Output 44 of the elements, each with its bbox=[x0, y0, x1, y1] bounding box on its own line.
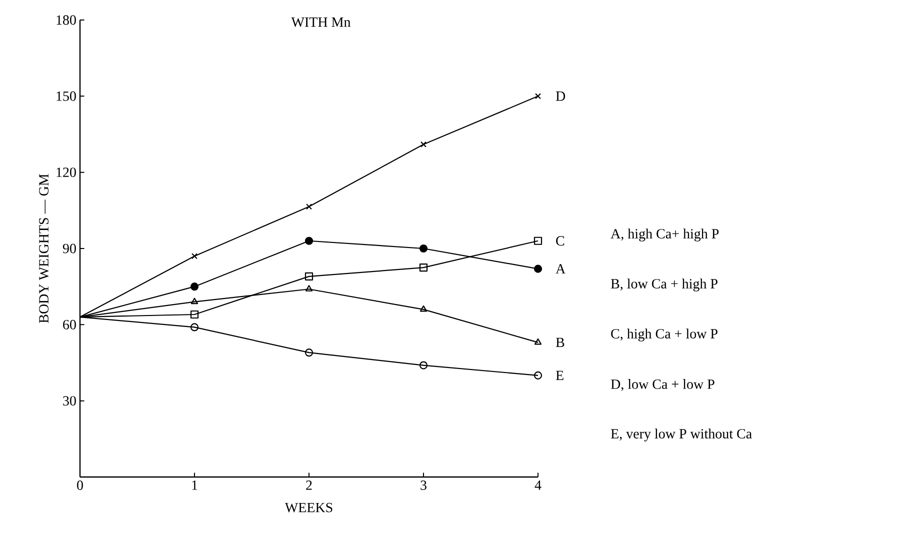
x-tick-label: 1 bbox=[192, 480, 198, 490]
y-tick-label: 60 bbox=[63, 320, 76, 330]
point bbox=[419, 361, 428, 370]
point bbox=[304, 272, 314, 280]
point bbox=[534, 93, 542, 100]
series-label: E bbox=[556, 370, 564, 380]
y-tick-label: 90 bbox=[62, 244, 76, 254]
x-tick-label: 4 bbox=[534, 480, 542, 490]
point bbox=[534, 338, 542, 345]
text: A, high Ca+ high P bbox=[610, 228, 719, 242]
point bbox=[190, 323, 199, 332]
x-tick-label: 0 bbox=[77, 480, 83, 490]
series-label: B bbox=[556, 338, 564, 348]
y-tick-label: 150 bbox=[56, 91, 76, 101]
point bbox=[305, 285, 313, 292]
point bbox=[304, 236, 314, 245]
point bbox=[534, 264, 542, 273]
y-tick-label: 120 bbox=[56, 168, 76, 178]
y-tick-label: 30 bbox=[63, 396, 76, 406]
point bbox=[534, 236, 542, 245]
x-tick-label: 3 bbox=[420, 480, 426, 490]
text: D, low Ca + low P bbox=[610, 379, 714, 391]
point bbox=[534, 371, 542, 380]
x-tick-label: 2 bbox=[306, 480, 312, 490]
text: C, high Ca + low P bbox=[611, 328, 718, 342]
y-axis-title: BODY WEIGHTS — GM bbox=[39, 174, 49, 323]
y-tick-label: 180 bbox=[56, 15, 76, 25]
point bbox=[190, 310, 199, 319]
series-label: A bbox=[556, 264, 566, 274]
chart-title: WITH Mn bbox=[291, 18, 351, 27]
text: B, low Ca + high P bbox=[610, 278, 718, 292]
point bbox=[420, 305, 428, 312]
text: E, very low P without Ca bbox=[610, 428, 752, 442]
point bbox=[306, 204, 312, 210]
point bbox=[304, 348, 314, 357]
point bbox=[190, 282, 199, 291]
series-label: C bbox=[556, 236, 564, 246]
point bbox=[419, 244, 428, 253]
series-label: D bbox=[556, 92, 566, 101]
point bbox=[420, 141, 427, 148]
point bbox=[190, 298, 198, 304]
x-axis-title: WEEKS bbox=[284, 502, 332, 512]
point bbox=[191, 253, 198, 260]
point bbox=[419, 263, 428, 272]
